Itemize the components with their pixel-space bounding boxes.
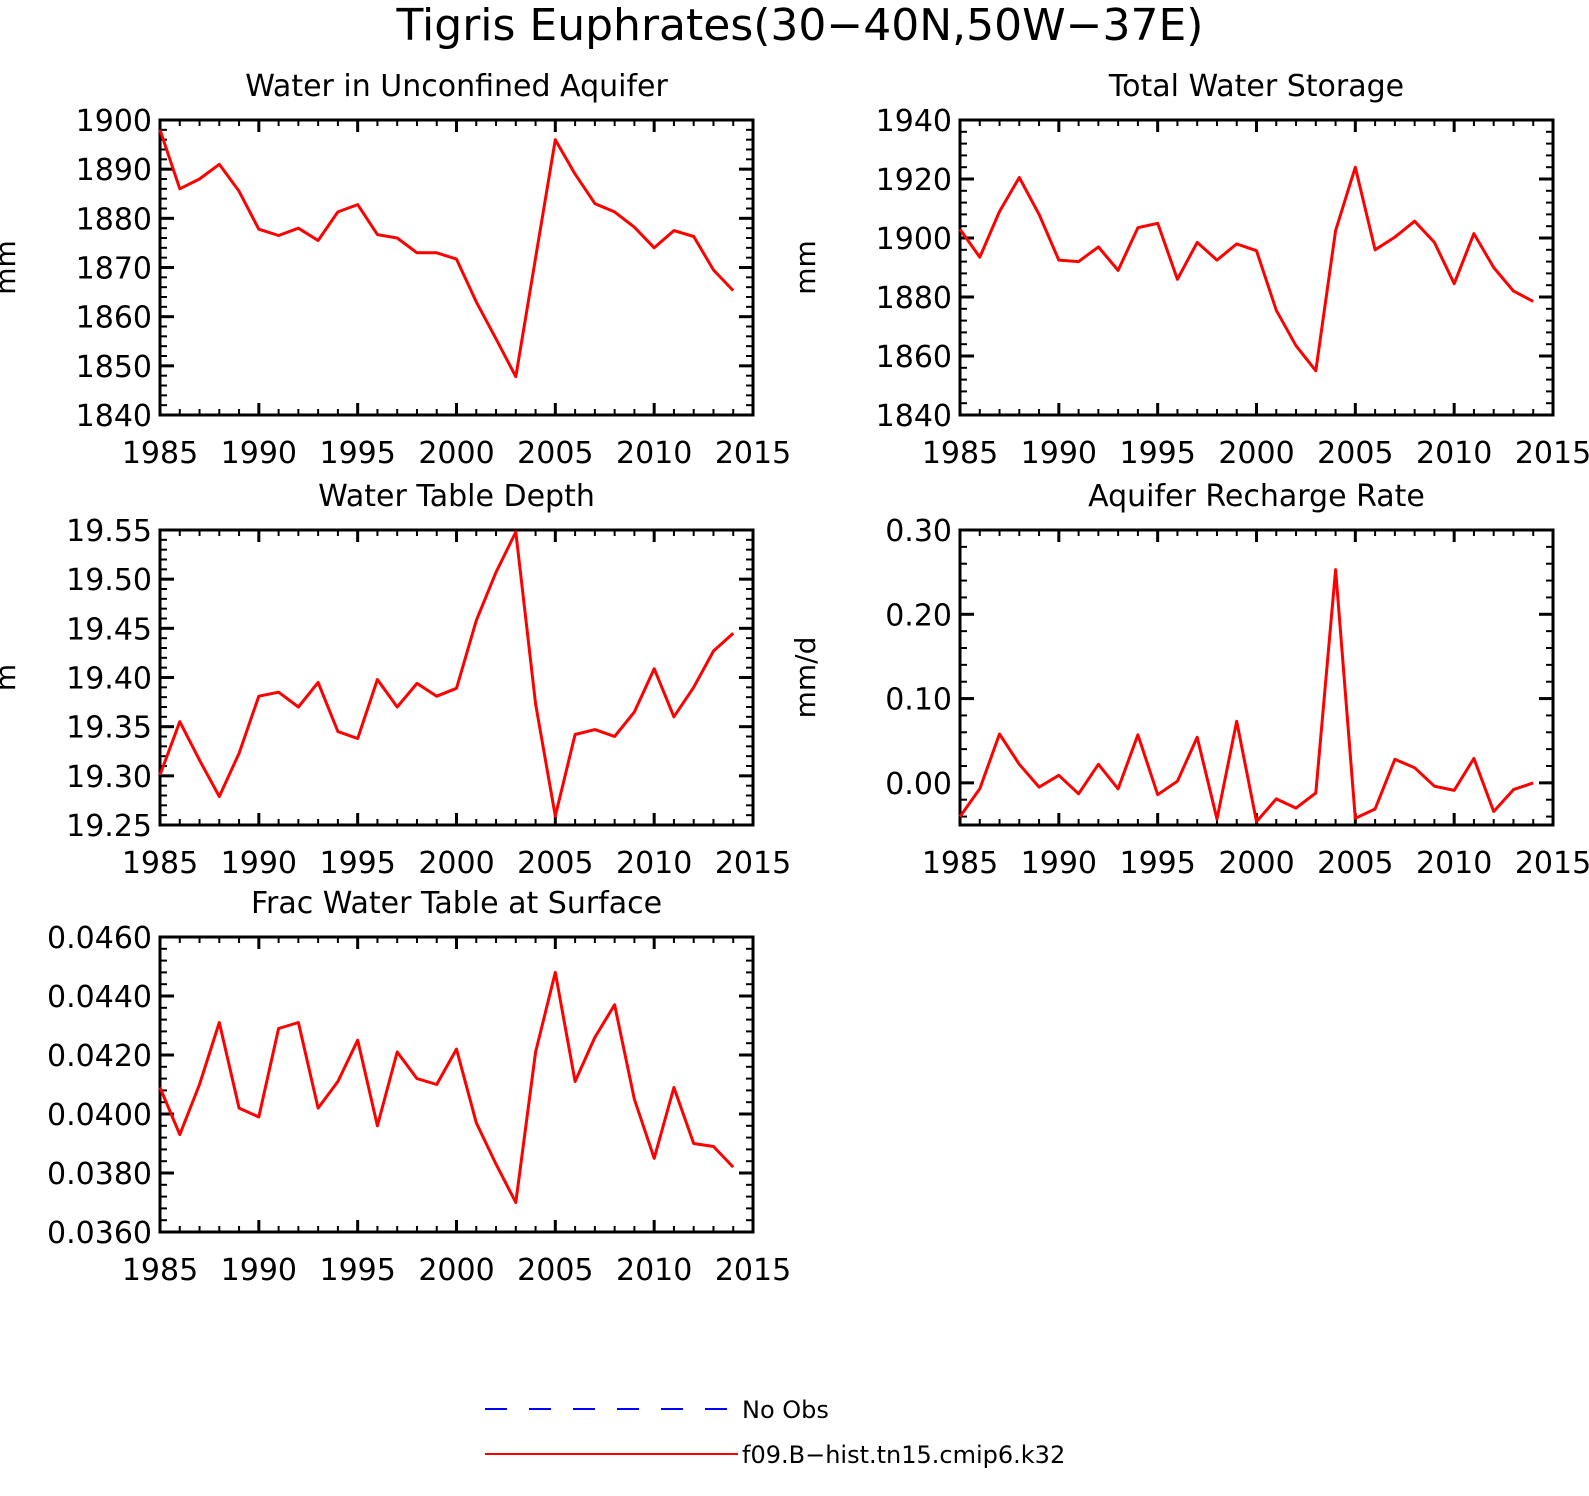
panel-title: Water in Unconfined Aquifer	[245, 69, 668, 104]
legend-label-model: f09.B−hist.tn15.cmip6.k32	[742, 1441, 1065, 1469]
y-tick-label: 1840	[876, 399, 952, 434]
series-line	[958, 568, 1534, 824]
figure-title: Tigris Euphrates(30−40N,50W−37E)	[396, 0, 1204, 51]
legend: No Obs f09.B−hist.tn15.cmip6.k32	[485, 1396, 1065, 1469]
y-axis-label: mm	[0, 240, 22, 295]
x-tick-label: 2005	[1317, 436, 1393, 471]
y-axis-label: mm/d	[789, 637, 822, 719]
x-tick-label: 1995	[319, 846, 395, 881]
x-tick-label: 1985	[922, 846, 998, 881]
series-line	[158, 129, 735, 379]
plot-frame	[158, 935, 755, 1234]
panel-recharge-rate: Aquifer Recharge Rate mm/d 1985 1990 1995 200…	[789, 479, 1589, 881]
y-tick-label: 1920	[876, 163, 952, 198]
y-tick-label: 19.45	[66, 612, 152, 647]
x-tick-label: 2000	[1218, 436, 1294, 471]
y-axis-label: mm	[789, 240, 822, 295]
y-tick-label: 19.40	[66, 662, 152, 697]
x-tick-label: 2010	[1416, 846, 1492, 881]
y-tick-label: 0.0360	[47, 1216, 152, 1251]
y-tick-label: 19.35	[66, 711, 152, 746]
y-tick-label: 19.55	[66, 514, 152, 549]
x-tick-label: 2005	[1317, 846, 1393, 881]
y-tick-label: 0.0420	[47, 1039, 152, 1074]
x-tick-label: 1990	[221, 1253, 297, 1288]
plot-frame	[158, 528, 755, 827]
y-tick-label: 1900	[76, 104, 152, 139]
panel-title: Water Table Depth	[318, 479, 595, 514]
panel-title: Aquifer Recharge Rate	[1088, 479, 1425, 514]
x-tick-label: 2010	[616, 846, 692, 881]
x-tick-label: 2005	[517, 1253, 593, 1288]
x-tick-label: 2010	[616, 1253, 692, 1288]
x-tick-label: 1985	[122, 436, 198, 471]
series-line	[158, 970, 735, 1204]
x-tick-label: 2015	[715, 436, 791, 471]
y-tick-label: 19.30	[66, 760, 152, 795]
x-tick-label: 2015	[1515, 436, 1589, 471]
y-tick-label: 0.30	[885, 514, 952, 549]
x-tick-label: 1990	[1021, 846, 1097, 881]
y-tick-label: 19.50	[66, 563, 152, 598]
y-tick-label: 1860	[76, 301, 152, 336]
x-tick-label: 1985	[122, 846, 198, 881]
panel-total-water-storage: Total Water Storage mm 1985 1990 1995 2000 200…	[789, 69, 1589, 471]
y-tick-label: 1850	[76, 350, 152, 385]
chart-panels: Water in Unconfined Aquifer mm 1985 1990 199…	[0, 69, 1589, 1288]
x-tick-label: 2000	[418, 1253, 494, 1288]
y-tick-label: 1860	[876, 340, 952, 375]
panel-title: Total Water Storage	[1108, 69, 1404, 104]
y-tick-label: 0.0400	[47, 1098, 152, 1133]
panel-title: Frac Water Table at Surface	[251, 886, 662, 921]
legend-label-no-obs: No Obs	[742, 1396, 829, 1424]
x-tick-label: 2010	[616, 436, 692, 471]
y-axis-label: m	[0, 664, 22, 691]
y-tick-label: 1840	[76, 399, 152, 434]
x-tick-label: 1995	[319, 436, 395, 471]
plot-frame	[158, 118, 755, 417]
x-tick-label: 1990	[221, 846, 297, 881]
panel-frac-water-table: Frac Water Table at Surface 1985 1990 1995 2…	[47, 886, 791, 1288]
y-tick-label: 1880	[76, 202, 152, 237]
x-tick-label: 1990	[1021, 436, 1097, 471]
x-tick-label: 2015	[715, 1253, 791, 1288]
y-tick-label: 1900	[876, 222, 952, 257]
y-tick-label: 19.25	[66, 809, 152, 844]
x-tick-label: 2000	[1218, 846, 1294, 881]
x-tick-label: 1995	[1119, 436, 1195, 471]
x-tick-label: 2010	[1416, 436, 1492, 471]
series-line	[958, 165, 1534, 373]
x-tick-label: 1995	[1119, 846, 1195, 881]
x-tick-label: 2015	[715, 846, 791, 881]
y-tick-label: 0.0460	[47, 921, 152, 956]
x-tick-label: 2005	[517, 436, 593, 471]
x-tick-label: 2000	[418, 846, 494, 881]
x-tick-label: 1995	[319, 1253, 395, 1288]
panel-unconfined-aquifer: Water in Unconfined Aquifer mm 1985 1990 199…	[0, 69, 791, 471]
y-tick-label: 0.00	[885, 767, 952, 802]
x-tick-label: 2000	[418, 436, 494, 471]
x-tick-label: 2015	[1515, 846, 1589, 881]
y-tick-label: 1870	[76, 252, 152, 287]
x-tick-label: 1985	[122, 1253, 198, 1288]
x-tick-label: 2005	[517, 846, 593, 881]
plot-frame	[958, 118, 1555, 417]
x-tick-label: 1985	[922, 436, 998, 471]
x-tick-label: 1990	[221, 436, 297, 471]
y-tick-label: 1940	[876, 104, 952, 139]
y-tick-label: 0.0440	[47, 980, 152, 1015]
y-tick-label: 0.10	[885, 683, 952, 718]
panel-water-table-depth: Water Table Depth m 1985 1990 1995 2000 2005 20…	[0, 479, 791, 881]
y-tick-label: 0.0380	[47, 1157, 152, 1192]
y-tick-label: 1890	[76, 153, 152, 188]
y-tick-label: 1880	[876, 281, 952, 316]
y-tick-label: 0.20	[885, 598, 952, 633]
series-line	[158, 530, 735, 818]
